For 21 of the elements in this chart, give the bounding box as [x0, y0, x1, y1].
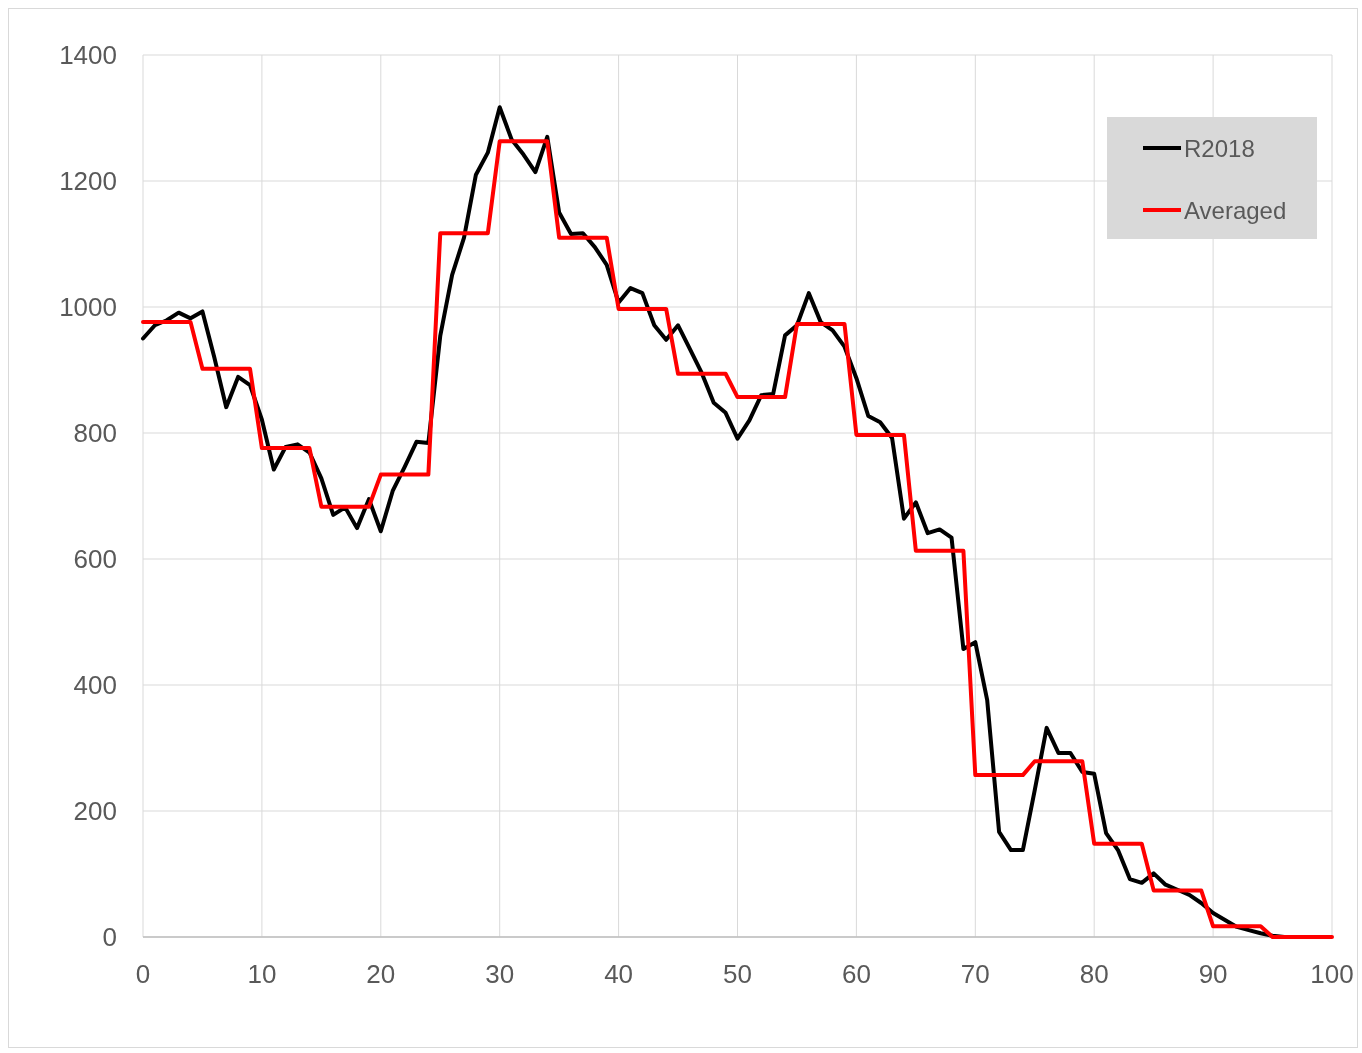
- y-tick-label: 1200: [59, 166, 117, 196]
- x-tick-label: 60: [841, 959, 871, 989]
- x-tick-label: 0: [135, 959, 151, 989]
- y-tick-label: 1000: [59, 292, 117, 322]
- x-tick-label: 40: [604, 959, 634, 989]
- y-tick-label: 0: [102, 922, 117, 952]
- x-tick-label: 100: [1310, 959, 1354, 989]
- x-tick-label: 90: [1198, 959, 1228, 989]
- x-tick-label: 80: [1079, 959, 1109, 989]
- y-tick-label: 1400: [59, 40, 117, 70]
- x-tick-label: 10: [247, 959, 277, 989]
- x-tick-label: 50: [723, 959, 752, 989]
- y-tick-label: 600: [73, 544, 117, 574]
- x-tick-label: 30: [485, 959, 515, 989]
- x-tick-label: 70: [960, 959, 990, 989]
- legend-label: Averaged: [1184, 196, 1287, 224]
- x-tick-label: 20: [366, 959, 396, 989]
- legend-label: R2018: [1184, 134, 1255, 162]
- y-tick-label: 800: [73, 418, 117, 448]
- y-tick-label: 200: [73, 796, 117, 826]
- y-tick-label: 400: [73, 670, 117, 700]
